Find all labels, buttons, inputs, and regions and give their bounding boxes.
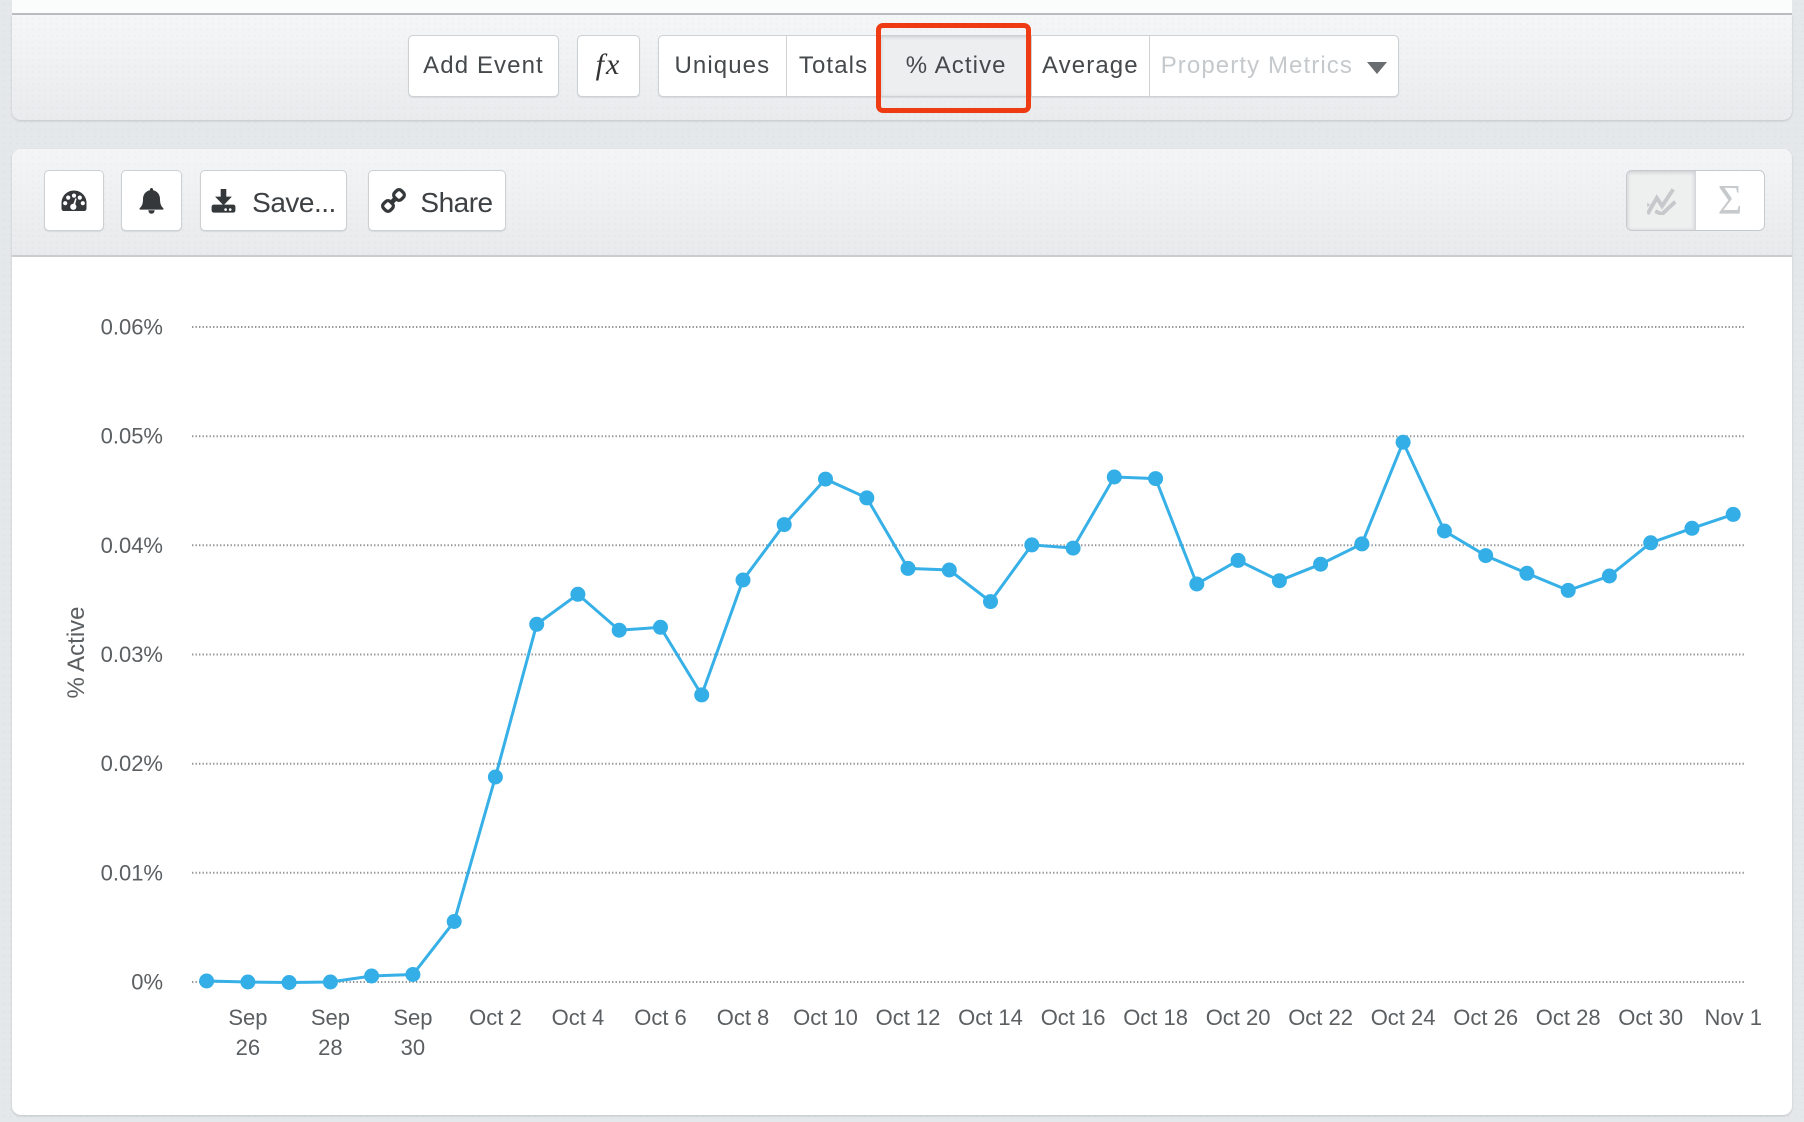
svg-text:Oct 30: Oct 30 — [1618, 1005, 1683, 1030]
svg-text:Oct 10: Oct 10 — [793, 1005, 858, 1030]
svg-text:Oct 8: Oct 8 — [717, 1005, 770, 1030]
svg-text:Oct 28: Oct 28 — [1536, 1005, 1601, 1030]
svg-text:26: 26 — [236, 1035, 260, 1060]
svg-text:Oct 6: Oct 6 — [634, 1005, 687, 1030]
svg-text:Sep: Sep — [228, 1005, 267, 1030]
svg-text:Sep: Sep — [393, 1005, 432, 1030]
svg-text:Oct 14: Oct 14 — [958, 1005, 1023, 1030]
svg-text:Oct 22: Oct 22 — [1288, 1005, 1353, 1030]
svg-text:Oct 26: Oct 26 — [1453, 1005, 1518, 1030]
svg-text:Oct 24: Oct 24 — [1371, 1005, 1436, 1030]
svg-text:0.06%: 0.06% — [101, 315, 163, 340]
svg-text:0.05%: 0.05% — [101, 424, 163, 449]
svg-text:30: 30 — [401, 1035, 425, 1060]
svg-text:28: 28 — [318, 1035, 342, 1060]
svg-text:Oct 2: Oct 2 — [469, 1005, 522, 1030]
svg-text:Oct 20: Oct 20 — [1206, 1005, 1271, 1030]
svg-text:0.03%: 0.03% — [101, 642, 163, 667]
svg-text:% Active: % Active — [63, 606, 90, 698]
svg-text:Oct 16: Oct 16 — [1041, 1005, 1106, 1030]
svg-text:0.04%: 0.04% — [101, 533, 163, 558]
svg-text:0.01%: 0.01% — [101, 860, 163, 885]
svg-text:0.02%: 0.02% — [101, 751, 163, 776]
svg-text:0%: 0% — [131, 970, 163, 995]
svg-text:Oct 18: Oct 18 — [1123, 1005, 1188, 1030]
svg-text:Oct 12: Oct 12 — [876, 1005, 941, 1030]
svg-text:Nov 1: Nov 1 — [1704, 1005, 1761, 1030]
svg-text:Oct 4: Oct 4 — [552, 1005, 605, 1030]
svg-text:Sep: Sep — [311, 1005, 350, 1030]
